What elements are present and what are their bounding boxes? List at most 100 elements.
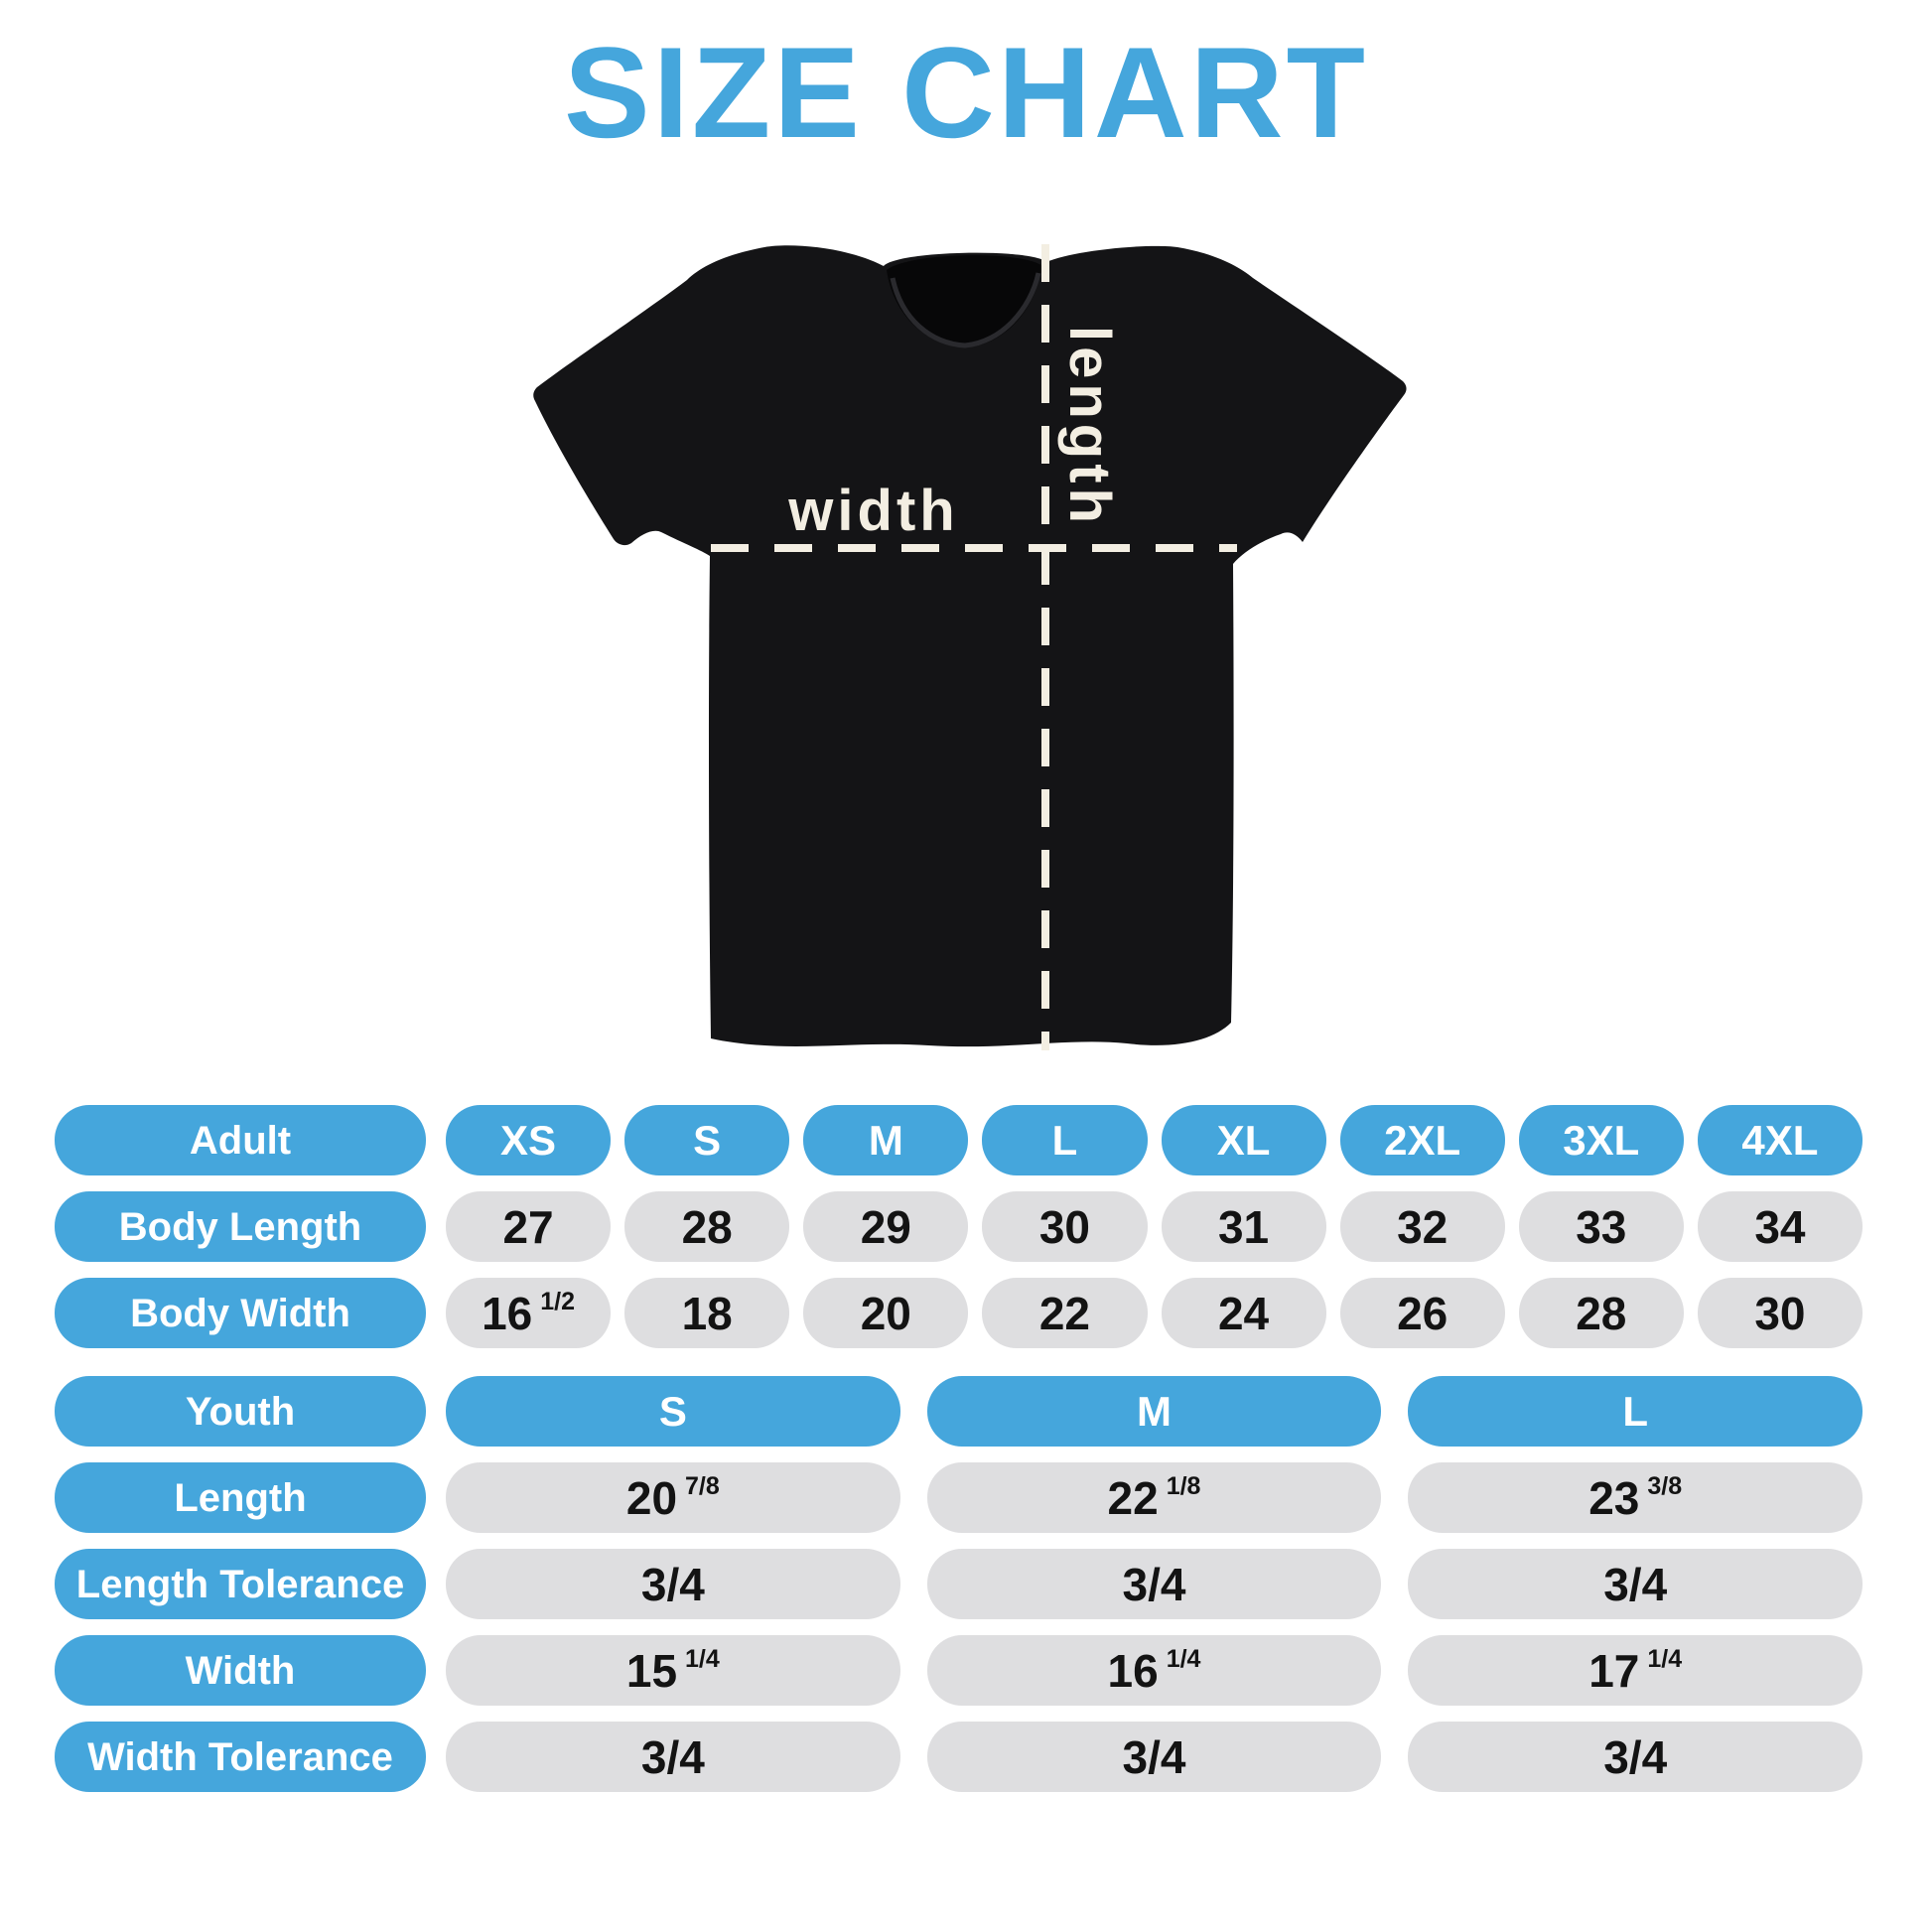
value-cell: 20 7/8 [446, 1462, 900, 1533]
tshirt-body-shape [533, 245, 1407, 1047]
adult-header-row: Adult XS S M L XL 2XL 3XL 4XL [55, 1105, 1863, 1175]
youth-header-row: Youth S M L [55, 1376, 1863, 1447]
cell-fraction: 1/4 [685, 1645, 720, 1673]
size-header-pill: S [446, 1376, 900, 1447]
cell-number: 3/4 [640, 1558, 705, 1610]
page-title: SIZE CHART [564, 20, 1368, 165]
body-width-row: Body Width 16 1/2 18 20 22 24 26 28 30 [55, 1278, 1863, 1348]
cell-number: 24 [1217, 1287, 1270, 1339]
cell-fraction: 1/4 [1647, 1645, 1683, 1673]
row-label-pill: Width [55, 1635, 426, 1706]
size-header-pill: L [982, 1105, 1148, 1175]
cell-number: 32 [1397, 1200, 1449, 1253]
cell-fraction: 1/2 [540, 1288, 576, 1315]
value-cell: 30 [1697, 1278, 1863, 1348]
cell-fraction: 1/8 [1166, 1472, 1201, 1500]
size-header-pill: 4XL [1697, 1105, 1863, 1175]
cell-number: 18 [681, 1287, 733, 1339]
youth-length-row: Length 20 7/8 22 1/8 23 3/8 [55, 1462, 1863, 1533]
value-cell: 34 [1697, 1191, 1863, 1262]
value-cell: 32 [1339, 1191, 1505, 1262]
size-tables: Adult XS S M L XL 2XL 3XL 4XL Body Lengt… [55, 1105, 1863, 1792]
cell-number: 20 [625, 1471, 678, 1524]
length-label: length [1057, 326, 1122, 528]
cell-fraction: 1/4 [1166, 1645, 1201, 1673]
value-cell: 3/4 [446, 1722, 900, 1792]
value-cell: 3/4 [1408, 1722, 1863, 1792]
cell-number: 16 [482, 1287, 533, 1339]
size-header-pill: 3XL [1518, 1105, 1684, 1175]
cell-number: 3/4 [1122, 1558, 1186, 1610]
cell-number: 20 [860, 1287, 911, 1339]
value-cell: 27 [446, 1191, 612, 1262]
size-header-pill: M [803, 1105, 969, 1175]
cell-number: 30 [1038, 1200, 1091, 1253]
cell-fraction: 3/8 [1647, 1472, 1683, 1500]
value-cell: 3/4 [1408, 1549, 1863, 1619]
cell-number: 3/4 [1122, 1730, 1186, 1783]
youth-length-tolerance-row: Length Tolerance 3/4 3/4 3/4 [55, 1549, 1863, 1619]
size-header-pill: M [926, 1376, 1382, 1447]
value-cell: 20 [803, 1278, 969, 1348]
cell-number: 29 [860, 1200, 911, 1253]
value-cell: 29 [803, 1191, 969, 1262]
value-cell: 23 3/8 [1408, 1462, 1863, 1533]
cell-number: 17 [1588, 1644, 1640, 1697]
cell-number: 22 [1107, 1471, 1159, 1524]
value-cell: 18 [624, 1278, 790, 1348]
cell-number: 31 [1217, 1200, 1270, 1253]
value-cell: 24 [1161, 1278, 1326, 1348]
size-header-pill: XS [446, 1105, 612, 1175]
value-cell: 15 1/4 [446, 1635, 900, 1706]
row-label-pill: Body Length [55, 1191, 426, 1262]
value-cell: 3/4 [926, 1722, 1382, 1792]
width-label: width [787, 479, 958, 543]
youth-width-tolerance-row: Width Tolerance 3/4 3/4 3/4 [55, 1722, 1863, 1792]
row-label-pill: Adult [55, 1105, 426, 1175]
value-cell: 33 [1518, 1191, 1684, 1262]
row-label-pill: Length [55, 1462, 426, 1533]
value-cell: 17 1/4 [1408, 1635, 1863, 1706]
value-cell: 16 1/4 [926, 1635, 1382, 1706]
cell-number: 3/4 [640, 1730, 705, 1783]
row-label-pill: Body Width [55, 1278, 426, 1348]
row-label-pill: Youth [55, 1376, 426, 1447]
cell-number: 15 [625, 1644, 678, 1697]
value-cell: 3/4 [926, 1549, 1382, 1619]
size-header-pill: L [1408, 1376, 1863, 1447]
value-cell: 26 [1339, 1278, 1505, 1348]
adult-size-table: Adult XS S M L XL 2XL 3XL 4XL Body Lengt… [55, 1105, 1863, 1348]
cell-number: 27 [502, 1200, 554, 1253]
value-cell: 22 [982, 1278, 1148, 1348]
value-cell: 16 1/2 [446, 1278, 612, 1348]
value-cell: 30 [982, 1191, 1148, 1262]
size-header-pill: XL [1161, 1105, 1326, 1175]
row-label-pill: Length Tolerance [55, 1549, 426, 1619]
value-cell: 22 1/8 [926, 1462, 1382, 1533]
size-header-pill: S [624, 1105, 790, 1175]
cell-number: 16 [1107, 1644, 1159, 1697]
cell-fraction: 7/8 [685, 1472, 720, 1500]
value-cell: 28 [624, 1191, 790, 1262]
cell-number: 3/4 [1603, 1558, 1668, 1610]
size-header-pill: 2XL [1339, 1105, 1505, 1175]
value-cell: 31 [1161, 1191, 1326, 1262]
youth-size-table: Youth S M L Length 20 7/8 22 1/8 23 3/8 Len… [55, 1376, 1863, 1792]
cell-number: 30 [1754, 1287, 1806, 1339]
tshirt-collar-opening [887, 255, 1042, 347]
value-cell: 28 [1518, 1278, 1684, 1348]
tshirt-collar-seam [890, 272, 1041, 348]
cell-number: 26 [1397, 1287, 1449, 1339]
cell-number: 22 [1038, 1287, 1091, 1339]
cell-number: 28 [681, 1200, 733, 1253]
body-length-row: Body Length 27 28 29 30 31 32 33 34 [55, 1191, 1863, 1262]
cell-number: 33 [1576, 1200, 1627, 1253]
youth-width-row: Width 15 1/4 16 1/4 17 1/4 [55, 1635, 1863, 1706]
cell-number: 3/4 [1603, 1730, 1668, 1783]
cell-number: 28 [1576, 1287, 1627, 1339]
cell-number: 23 [1588, 1471, 1640, 1524]
row-label-pill: Width Tolerance [55, 1722, 426, 1792]
cell-number: 34 [1754, 1200, 1806, 1253]
value-cell: 3/4 [446, 1549, 900, 1619]
